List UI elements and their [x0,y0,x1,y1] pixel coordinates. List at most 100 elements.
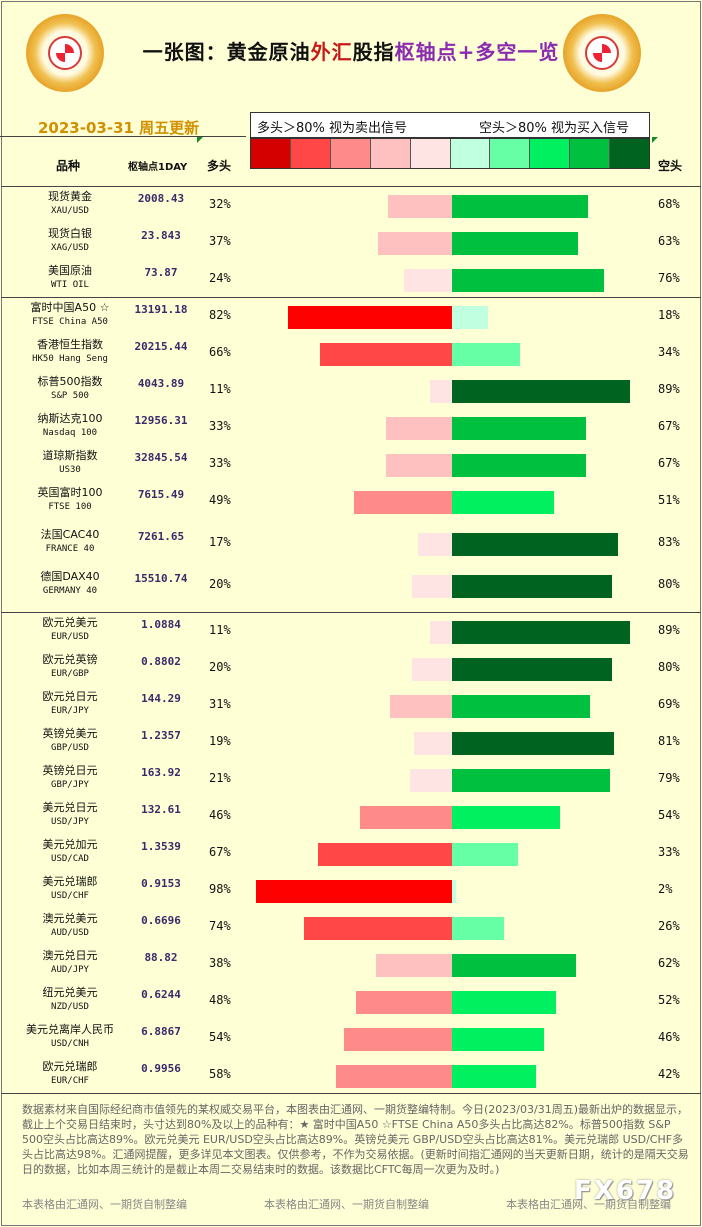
color-swatch [610,139,650,168]
pivot-value: 0.9956 [141,1062,181,1075]
instrument-name: 德国DAX40 GERMANY 40 [10,569,130,599]
update-date: 2023-03-31 周五更新 [38,119,200,137]
pivot-value: 163.92 [141,766,181,779]
instrument-name-zh: 现货黄金 [48,190,92,203]
color-swatch [370,139,411,168]
long-bar [386,417,452,440]
long-bar [410,769,452,792]
instrument-name-en: USD/JPY [51,817,89,827]
color-swatch [490,139,531,168]
logo-left [26,14,104,92]
instrument-name-zh: 香港恒生指数 [37,338,103,351]
long-percent: 20% [209,660,231,674]
pivot-value: 12956.31 [134,414,188,427]
short-percent: 51% [658,493,680,507]
table-row: 富时中国A50 ☆ FTSE China A50 13191.18 82% 18% [0,298,702,335]
table-row: 德国DAX40 GERMANY 40 15510.74 20% 80% [0,567,702,604]
instrument-name-en: AUD/JPY [51,965,89,975]
instrument-name-en: USD/CNH [51,1039,89,1049]
instrument-name-en: NZD/USD [51,1002,89,1012]
long-bar [360,806,452,829]
short-percent: 83% [658,535,680,549]
instrument-name-zh: 欧元兑美元 [42,616,98,629]
instrument-name-zh: 英国富时100 [37,486,103,499]
table-row: 英镑兑日元 GBP/JPY 163.92 21% 79% [0,761,702,798]
instrument-name: 美元兑瑞郎 USD/CHF [10,874,130,904]
pivot-value: 0.9153 [141,877,181,890]
short-percent: 89% [658,382,680,396]
instrument-name-zh: 英镑兑日元 [42,764,98,777]
short-percent: 33% [658,845,680,859]
short-bar [452,380,630,403]
long-percent: 11% [209,382,231,396]
pivot-value: 1.3539 [141,840,181,853]
table-row: 美元兑加元 USD/CAD 1.3539 67% 33% [0,835,702,872]
short-percent: 63% [658,234,680,248]
short-percent: 34% [658,345,680,359]
long-percent: 74% [209,919,231,933]
long-percent: 98% [209,882,231,896]
short-bar [452,732,614,755]
legend-long-text: 多头＞80% 视为卖出信号 [257,121,408,136]
instrument-name: 道琼斯指数 US30 [10,448,130,478]
color-swatch [570,139,611,168]
short-bar [452,880,456,903]
table-row: 香港恒生指数 HK50 Hang Seng 20215.44 66% 34% [0,335,702,372]
divider-commodities [1,297,701,298]
col-header-pivot: 枢轴点1DAY [128,162,188,173]
long-percent: 46% [209,808,231,822]
instrument-name-en: XAG/USD [51,243,89,253]
instrument-name-zh: 法国CAC40 [40,528,100,541]
pivot-value: 0.6244 [141,988,181,1001]
instrument-name-zh: 澳元兑日元 [42,949,98,962]
pivot-value: 32845.54 [134,451,188,464]
long-bar [412,658,452,681]
instrument-name-zh: 标普500指数 [37,375,103,388]
short-percent: 68% [658,197,680,211]
long-bar [388,195,452,218]
instrument-name: 欧元兑日元 EUR/JPY [10,689,130,719]
instrument-name-en: GBP/USD [51,743,89,753]
short-bar [452,454,586,477]
table-row: 澳元兑美元 AUD/USD 0.6696 74% 26% [0,909,702,946]
long-percent: 33% [209,419,231,433]
table-row: 法国CAC40 FRANCE 40 7261.65 17% 83% [0,525,702,562]
header-marker [197,137,203,143]
short-percent: 81% [658,734,680,748]
table-row: 欧元兑瑞郎 EUR/CHF 0.9956 58% 42% [0,1057,702,1094]
short-percent: 80% [658,660,680,674]
instrument-name-zh: 现货白银 [48,227,92,240]
color-swatch [450,139,491,168]
short-percent: 46% [658,1030,680,1044]
instrument-name-en: XAU/USD [51,206,89,216]
instrument-name: 欧元兑瑞郎 EUR/CHF [10,1059,130,1089]
long-bar [430,621,452,644]
instrument-name-zh: 欧元兑英镑 [42,653,98,666]
short-percent: 67% [658,456,680,470]
instrument-name-zh: 富时中国A50 ☆ [30,301,110,314]
short-bar [452,195,588,218]
short-bar [452,491,554,514]
pivot-value: 13191.18 [134,303,188,316]
pivot-value: 4043.89 [137,377,185,390]
table-row: 澳元兑日元 AUD/JPY 88.82 38% 62% [0,946,702,983]
table-row: 欧元兑英镑 EUR/GBP 0.8802 20% 80% [0,650,702,687]
instrument-name: 英镑兑美元 GBP/USD [10,726,130,756]
header-divider [0,136,246,137]
instrument-name-en: EUR/GBP [51,669,89,679]
instrument-name: 美元兑加元 USD/CAD [10,837,130,867]
instrument-name-zh: 美国原油 [48,264,92,277]
instrument-name-en: GERMANY 40 [42,586,98,596]
long-bar [404,269,452,292]
short-percent: 89% [658,623,680,637]
table-row: 欧元兑美元 EUR/USD 1.0884 11% 89% [0,613,702,650]
table-row: 现货黄金 XAU/USD 2008.43 32% 68% [0,187,702,224]
instrument-name-zh: 美元兑加元 [42,838,98,851]
pivot-value: 7615.49 [137,488,185,501]
color-swatch [251,139,291,168]
table-row: 美元兑离岸人民币 USD/CNH 6.8867 54% 46% [0,1020,702,1057]
color-scale [250,138,650,169]
short-percent: 42% [658,1067,680,1081]
instrument-name-en: FTSE 100 [48,502,92,512]
